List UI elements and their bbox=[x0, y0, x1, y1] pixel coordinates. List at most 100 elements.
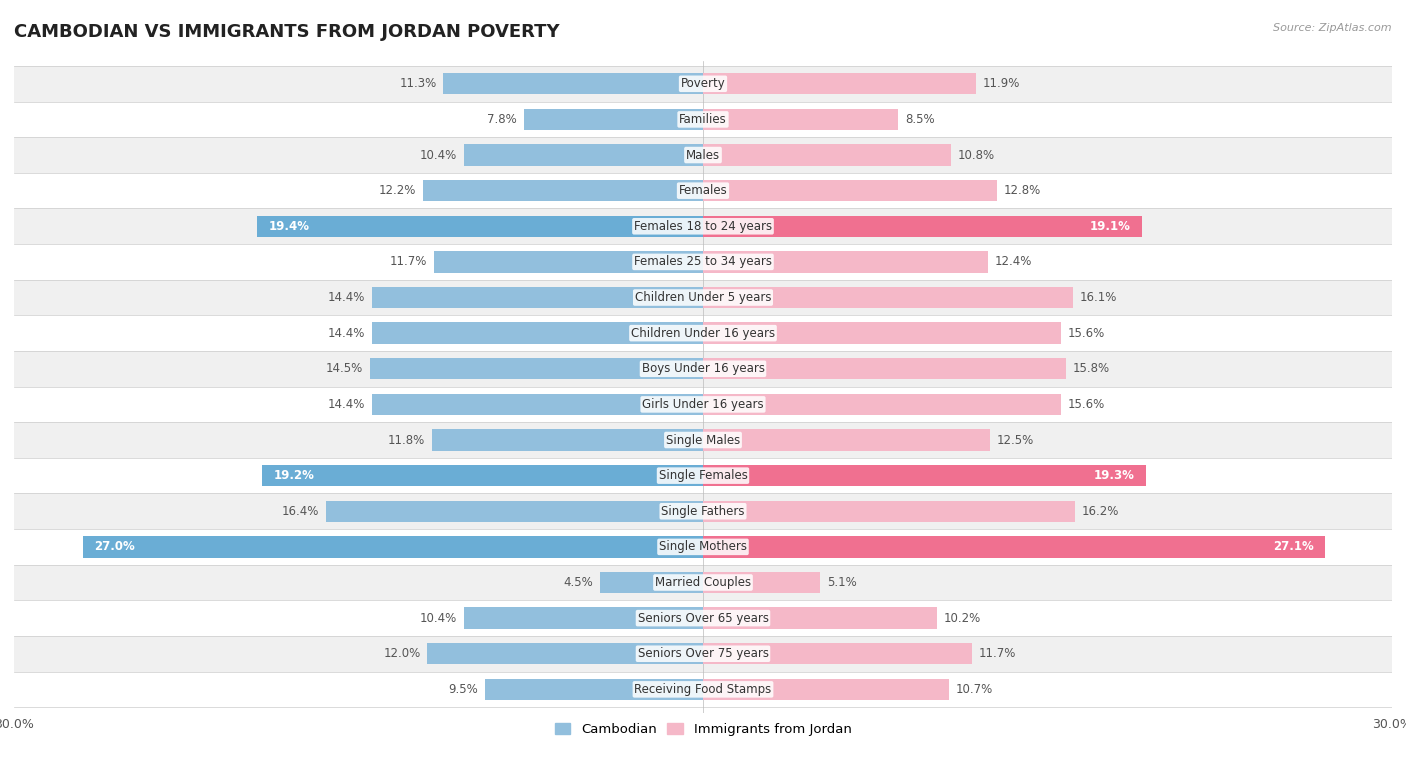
Text: CAMBODIAN VS IMMIGRANTS FROM JORDAN POVERTY: CAMBODIAN VS IMMIGRANTS FROM JORDAN POVE… bbox=[14, 23, 560, 41]
Text: Seniors Over 75 years: Seniors Over 75 years bbox=[637, 647, 769, 660]
Bar bbox=[14, 672, 1392, 707]
Bar bbox=[14, 636, 1392, 672]
Text: 5.1%: 5.1% bbox=[827, 576, 856, 589]
Bar bbox=[370, 358, 703, 380]
Text: 19.3%: 19.3% bbox=[1094, 469, 1135, 482]
Text: 12.0%: 12.0% bbox=[384, 647, 420, 660]
Text: 27.1%: 27.1% bbox=[1272, 540, 1313, 553]
Text: 16.4%: 16.4% bbox=[283, 505, 319, 518]
Bar bbox=[703, 678, 949, 700]
Bar bbox=[373, 287, 703, 309]
Bar bbox=[262, 465, 703, 487]
Bar bbox=[423, 180, 703, 202]
Bar bbox=[703, 393, 1062, 415]
Bar bbox=[703, 429, 990, 451]
Bar bbox=[434, 251, 703, 273]
Text: 16.2%: 16.2% bbox=[1083, 505, 1119, 518]
Bar bbox=[703, 358, 1066, 380]
Bar bbox=[14, 529, 1392, 565]
Text: 12.5%: 12.5% bbox=[997, 434, 1035, 446]
Legend: Cambodian, Immigrants from Jordan: Cambodian, Immigrants from Jordan bbox=[550, 718, 856, 742]
Bar bbox=[599, 572, 703, 594]
Text: 8.5%: 8.5% bbox=[905, 113, 935, 126]
Bar bbox=[443, 73, 703, 95]
Bar bbox=[14, 493, 1392, 529]
Text: 19.1%: 19.1% bbox=[1090, 220, 1130, 233]
Bar bbox=[257, 215, 703, 237]
Bar bbox=[14, 315, 1392, 351]
Text: Married Couples: Married Couples bbox=[655, 576, 751, 589]
Bar bbox=[703, 322, 1062, 344]
Text: 14.4%: 14.4% bbox=[328, 327, 366, 340]
Bar bbox=[432, 429, 703, 451]
Bar bbox=[703, 144, 950, 166]
Bar bbox=[14, 351, 1392, 387]
Text: 11.3%: 11.3% bbox=[399, 77, 437, 90]
Text: 11.7%: 11.7% bbox=[389, 255, 427, 268]
Bar bbox=[703, 572, 820, 594]
Text: 15.6%: 15.6% bbox=[1069, 398, 1105, 411]
Text: Single Mothers: Single Mothers bbox=[659, 540, 747, 553]
Bar bbox=[703, 180, 997, 202]
Text: 10.7%: 10.7% bbox=[956, 683, 993, 696]
Bar bbox=[703, 287, 1073, 309]
Bar bbox=[14, 458, 1392, 493]
Text: 12.8%: 12.8% bbox=[1004, 184, 1040, 197]
Bar bbox=[703, 215, 1142, 237]
Text: 11.9%: 11.9% bbox=[983, 77, 1021, 90]
Text: 16.1%: 16.1% bbox=[1080, 291, 1116, 304]
Bar bbox=[83, 536, 703, 558]
Text: Children Under 5 years: Children Under 5 years bbox=[634, 291, 772, 304]
Text: 10.8%: 10.8% bbox=[957, 149, 995, 161]
Text: Females: Females bbox=[679, 184, 727, 197]
Bar bbox=[464, 144, 703, 166]
Bar bbox=[14, 137, 1392, 173]
Text: 12.4%: 12.4% bbox=[994, 255, 1032, 268]
Bar bbox=[14, 600, 1392, 636]
Bar bbox=[703, 73, 976, 95]
Bar bbox=[373, 322, 703, 344]
Bar bbox=[14, 387, 1392, 422]
Text: 14.4%: 14.4% bbox=[328, 291, 366, 304]
Bar bbox=[14, 280, 1392, 315]
Bar bbox=[14, 173, 1392, 208]
Bar bbox=[427, 643, 703, 665]
Text: Females 18 to 24 years: Females 18 to 24 years bbox=[634, 220, 772, 233]
Text: 15.8%: 15.8% bbox=[1073, 362, 1109, 375]
Bar bbox=[703, 607, 938, 629]
Text: Source: ZipAtlas.com: Source: ZipAtlas.com bbox=[1274, 23, 1392, 33]
Bar bbox=[373, 393, 703, 415]
Bar bbox=[485, 678, 703, 700]
Text: 14.5%: 14.5% bbox=[326, 362, 363, 375]
Text: Single Males: Single Males bbox=[666, 434, 740, 446]
Bar bbox=[703, 251, 988, 273]
Text: 27.0%: 27.0% bbox=[94, 540, 135, 553]
Text: Seniors Over 65 years: Seniors Over 65 years bbox=[637, 612, 769, 625]
Text: 11.8%: 11.8% bbox=[388, 434, 425, 446]
Bar bbox=[14, 422, 1392, 458]
Bar bbox=[703, 643, 972, 665]
Text: Poverty: Poverty bbox=[681, 77, 725, 90]
Text: 10.4%: 10.4% bbox=[420, 612, 457, 625]
Bar bbox=[703, 536, 1326, 558]
Text: Families: Families bbox=[679, 113, 727, 126]
Text: 9.5%: 9.5% bbox=[449, 683, 478, 696]
Text: 19.4%: 19.4% bbox=[269, 220, 309, 233]
Bar bbox=[14, 565, 1392, 600]
Text: 11.7%: 11.7% bbox=[979, 647, 1017, 660]
Text: Single Fathers: Single Fathers bbox=[661, 505, 745, 518]
Bar bbox=[14, 102, 1392, 137]
Text: 4.5%: 4.5% bbox=[562, 576, 593, 589]
Text: Females 25 to 34 years: Females 25 to 34 years bbox=[634, 255, 772, 268]
Bar bbox=[14, 66, 1392, 102]
Bar bbox=[703, 108, 898, 130]
Text: Single Females: Single Females bbox=[658, 469, 748, 482]
Text: Children Under 16 years: Children Under 16 years bbox=[631, 327, 775, 340]
Bar bbox=[703, 465, 1146, 487]
Text: 10.2%: 10.2% bbox=[945, 612, 981, 625]
Text: Males: Males bbox=[686, 149, 720, 161]
Text: 19.2%: 19.2% bbox=[274, 469, 315, 482]
Text: 15.6%: 15.6% bbox=[1069, 327, 1105, 340]
Bar bbox=[524, 108, 703, 130]
Text: 10.4%: 10.4% bbox=[420, 149, 457, 161]
